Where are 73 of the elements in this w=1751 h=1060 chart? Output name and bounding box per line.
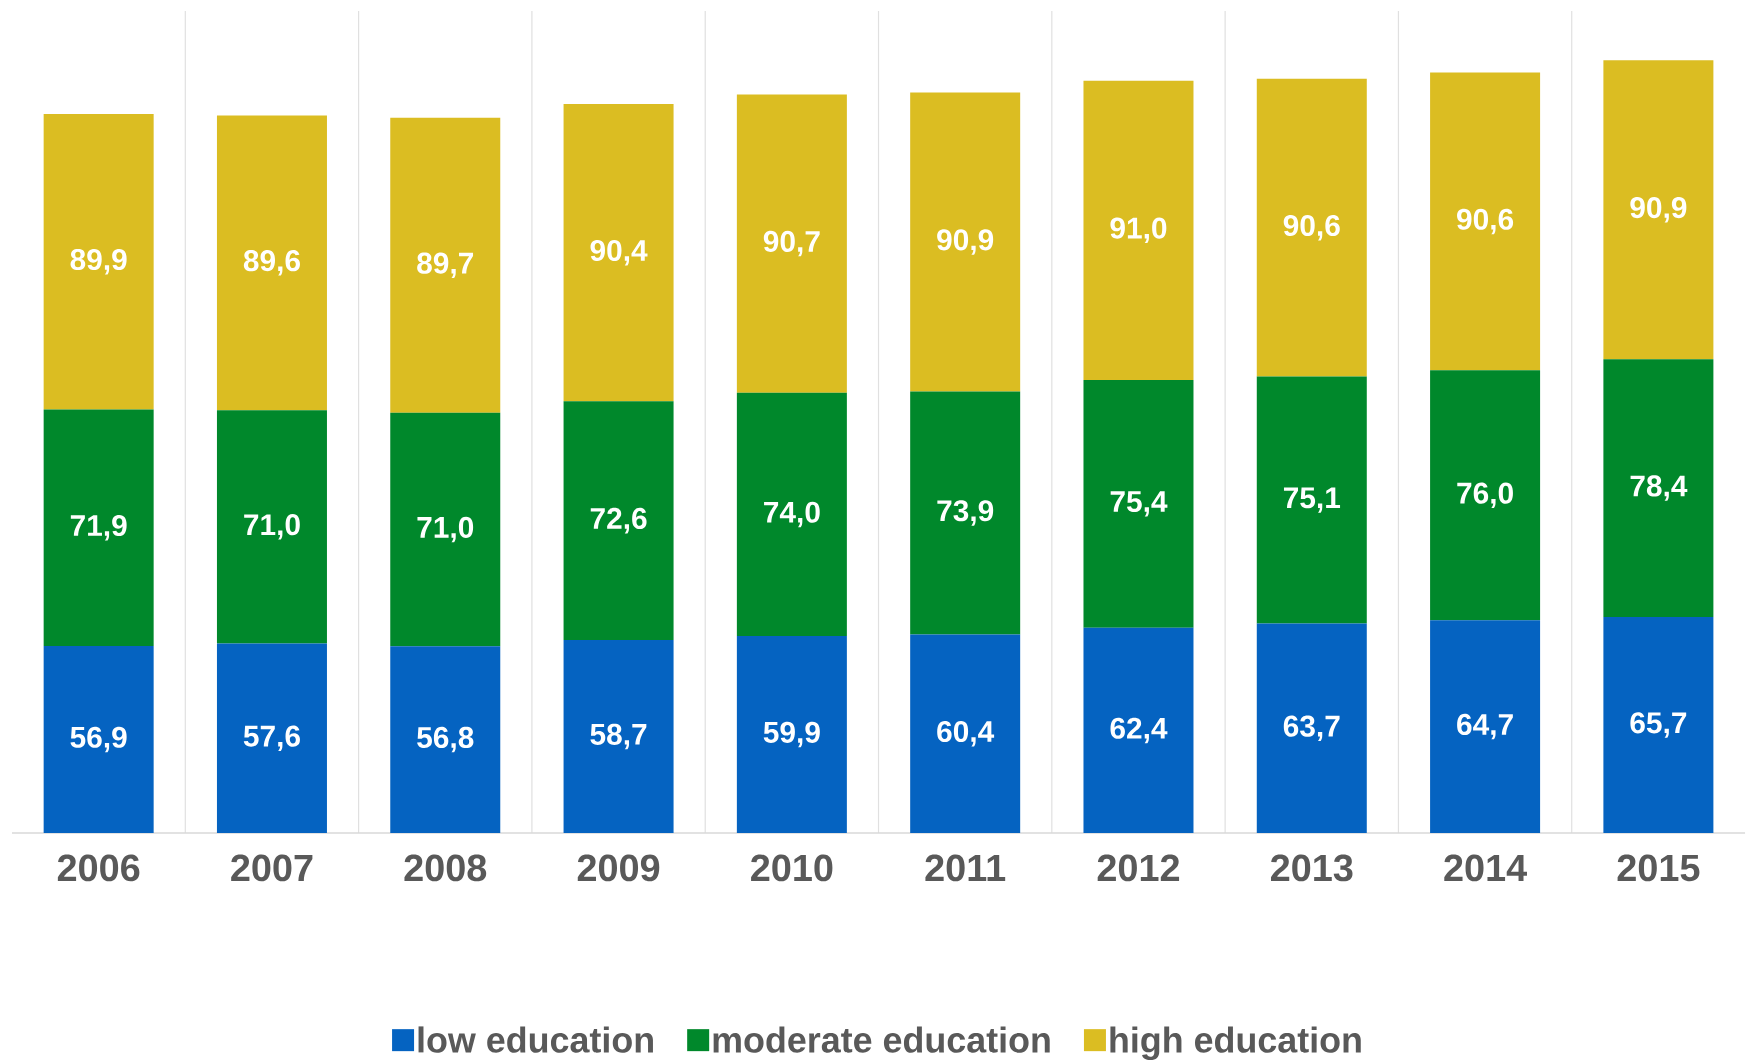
data-label: 60,4 xyxy=(937,720,995,747)
bar xyxy=(216,643,327,833)
x-tick-label: 2007 xyxy=(231,854,313,882)
bar xyxy=(910,391,1021,635)
data-label: 90,4 xyxy=(590,239,648,266)
bar xyxy=(736,636,847,833)
data-label: 89,7 xyxy=(417,252,474,279)
bar xyxy=(1603,616,1714,833)
legend-label: low education xyxy=(418,1026,653,1053)
data-label: 75,1 xyxy=(1283,487,1341,513)
bar xyxy=(1083,627,1194,833)
bar xyxy=(43,113,154,410)
x-tick-label: 2008 xyxy=(404,854,487,882)
data-label: 56,8 xyxy=(417,726,474,753)
legend-label: moderate education xyxy=(713,1026,1050,1053)
x-tick-label: 2014 xyxy=(1444,854,1527,882)
data-label: 73,9 xyxy=(937,500,994,526)
data-label: 58,7 xyxy=(590,723,647,750)
data-label: 90,9 xyxy=(1630,196,1687,223)
bar xyxy=(43,645,154,833)
bar xyxy=(1083,379,1194,628)
bar xyxy=(910,634,1021,833)
x-tick-label: 2015 xyxy=(1617,854,1700,882)
bar xyxy=(736,94,847,393)
bar xyxy=(1430,370,1541,621)
data-label: 75,4 xyxy=(1110,491,1168,517)
bar xyxy=(390,412,501,647)
bar xyxy=(1603,359,1714,617)
data-label: 72,6 xyxy=(590,507,647,534)
data-label: 59,9 xyxy=(763,721,820,748)
x-tick-label: 2009 xyxy=(577,854,660,882)
data-label: 65,7 xyxy=(1630,712,1687,738)
data-label: 71,0 xyxy=(244,514,300,540)
x-tick-label: 2006 xyxy=(57,854,140,882)
bar xyxy=(736,392,847,637)
bar xyxy=(563,104,674,402)
x-tick-label: 2012 xyxy=(1097,854,1180,882)
data-label: 90,6 xyxy=(1457,208,1514,235)
data-label: 91,0 xyxy=(1110,217,1167,244)
data-label: 76,0 xyxy=(1457,482,1513,509)
data-label: 78,4 xyxy=(1630,475,1688,501)
data-label: 63,7 xyxy=(1283,715,1340,742)
bar xyxy=(1256,78,1367,377)
bar xyxy=(1256,376,1367,624)
data-label: 64,7 xyxy=(1457,713,1513,740)
data-label: 90,6 xyxy=(1283,214,1340,241)
bar xyxy=(1603,60,1714,360)
bar xyxy=(1430,72,1541,371)
bar xyxy=(216,410,327,644)
data-label: 57,6 xyxy=(243,725,300,752)
legend-label: high education xyxy=(1110,1026,1361,1060)
bar xyxy=(1083,80,1194,380)
bar xyxy=(563,401,674,640)
x-tick-label: 2011 xyxy=(925,854,1006,882)
data-label: 62,4 xyxy=(1110,717,1168,744)
bar xyxy=(390,646,501,833)
bar xyxy=(390,117,501,413)
bar xyxy=(563,639,674,833)
data-label: 90,7 xyxy=(763,230,820,257)
data-label: 71,9 xyxy=(70,514,127,541)
bar xyxy=(910,92,1021,392)
bar xyxy=(43,409,154,646)
x-tick-label: 2013 xyxy=(1270,854,1353,882)
data-label: 89,6 xyxy=(243,250,300,276)
data-label: 74,0 xyxy=(764,501,820,528)
bar xyxy=(216,115,327,411)
data-label: 71,0 xyxy=(417,516,474,543)
data-label: 89,9 xyxy=(70,248,127,275)
data-label: 56,9 xyxy=(70,726,127,753)
x-tick-label: 2010 xyxy=(751,854,833,882)
bar xyxy=(1430,620,1541,833)
data-label: 90,9 xyxy=(937,229,994,255)
bar xyxy=(1256,623,1367,833)
